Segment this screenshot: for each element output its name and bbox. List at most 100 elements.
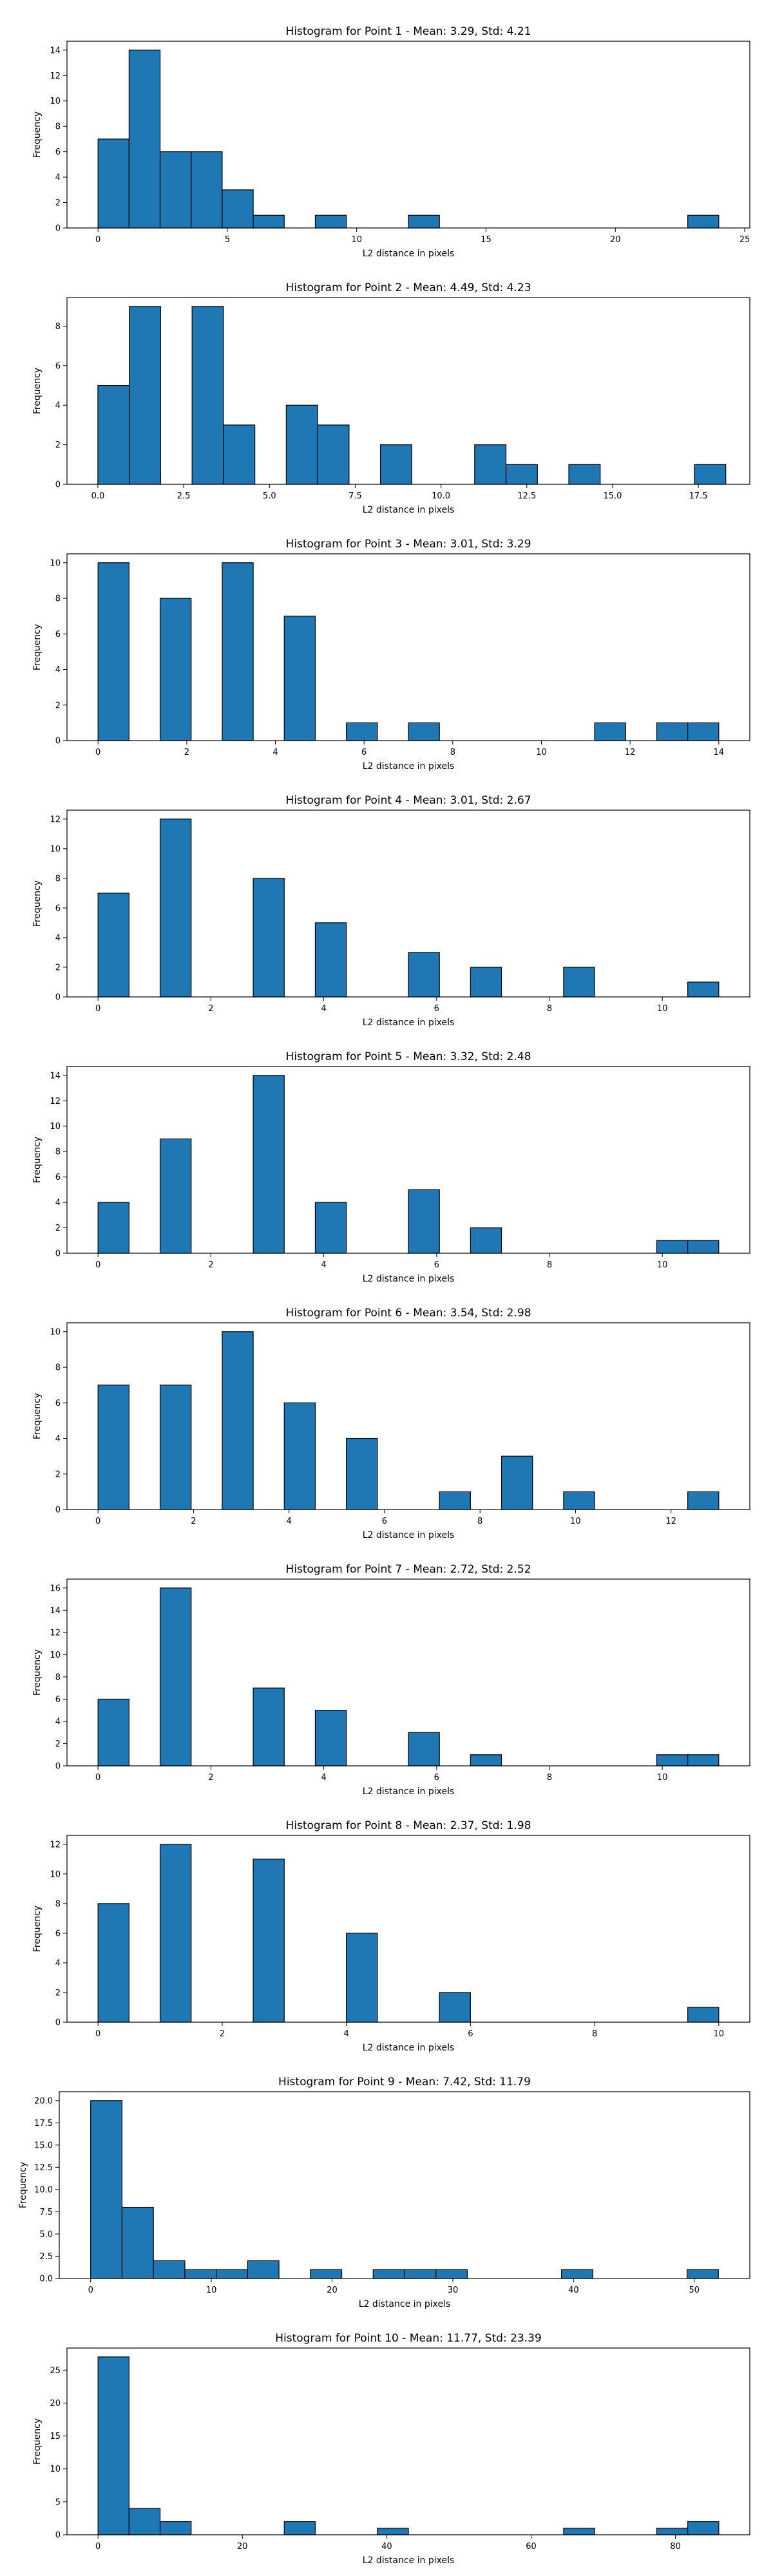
histogram-bar-1 (97, 1698, 129, 1766)
bars (97, 306, 727, 485)
y-tick-label: 2 (55, 440, 61, 450)
x-tick-label: 80 (670, 2542, 681, 2552)
x-tick-label: 60 (526, 2542, 537, 2552)
x-tick-label: 15 (481, 235, 491, 245)
x-tick-label: 2 (184, 748, 189, 757)
y-axis-label: Frequency (32, 1649, 43, 1696)
x-tick-label: 0 (95, 1773, 100, 1783)
x-tick-label: 0 (95, 235, 100, 245)
x-tick-label: 20 (237, 2542, 248, 2552)
histogram-bar-3 (159, 2521, 192, 2535)
x-tick-label: 40 (568, 2286, 579, 2295)
histogram-bar-6 (253, 214, 285, 229)
y-tick-label: 25 (50, 2366, 61, 2376)
y-tick-label: 0 (55, 2018, 61, 2028)
histogram-panel-7: Histogram for Point 7 - Mean: 2.72, Std:… (32, 1563, 750, 1797)
histogram-bar-5 (223, 424, 256, 485)
y-tick-label: 14 (50, 1071, 61, 1081)
bars (90, 2100, 719, 2279)
x-tick-label: 7.5 (348, 491, 362, 501)
histogram-bar-16 (563, 2528, 595, 2535)
histogram-bar-19 (656, 1240, 689, 1254)
x-tick-label: 20 (610, 235, 621, 245)
histogram-bar-13 (470, 1754, 502, 1766)
x-tick-label: 6 (434, 1260, 439, 1270)
histogram-panel-6: Histogram for Point 6 - Mean: 3.54, Std:… (32, 1307, 750, 1540)
histogram-bar-9 (346, 722, 378, 741)
x-tick-label: 40 (381, 2542, 392, 2552)
x-tick-label: 17.5 (689, 491, 708, 501)
chart-title: Histogram for Point 5 - Mean: 3.32, Std:… (285, 1050, 531, 1063)
y-tick-label: 8 (55, 1363, 61, 1373)
x-tick-label: 4 (321, 1260, 326, 1270)
histogram-bar-8 (314, 1710, 347, 1766)
y-tick-label: 15 (50, 2432, 61, 2441)
histogram-bar-10 (379, 444, 412, 485)
x-tick-label: 0 (95, 1004, 100, 1014)
histogram-bar-1 (97, 1202, 129, 1254)
y-tick-label: 12.5 (34, 2163, 53, 2173)
x-axis-label: L2 distance in pixels (363, 2043, 455, 2053)
y-tick-label: 6 (55, 147, 61, 157)
histogram-panel-2: Histogram for Point 2 - Mean: 4.49, Std:… (32, 281, 750, 515)
y-tick-label: 14 (50, 1606, 61, 1616)
bars (97, 1075, 720, 1254)
y-tick-label: 8 (55, 594, 61, 604)
histogram-bar-20 (686, 2269, 719, 2279)
histogram-bar-12 (435, 2269, 468, 2279)
x-tick-label: 0 (95, 748, 100, 757)
histogram-bar-20 (687, 1491, 720, 1510)
y-tick-label: 10 (50, 844, 61, 854)
x-tick-label: 15.0 (603, 491, 622, 501)
y-tick-label: 15.0 (34, 2141, 53, 2150)
histogram-bar-3 (159, 598, 192, 741)
x-tick-label: 25 (740, 235, 750, 245)
histogram-bar-10 (372, 2269, 405, 2279)
x-tick-label: 10 (657, 1260, 668, 1270)
histogram-bar-19 (656, 1754, 689, 1766)
x-axis-label: L2 distance in pixels (363, 1274, 455, 1284)
x-tick-label: 8 (450, 748, 455, 757)
histogram-bar-3 (153, 2260, 186, 2279)
x-tick-label: 4 (343, 2029, 348, 2039)
histogram-bar-4 (191, 306, 224, 485)
y-tick-label: 2 (55, 1739, 61, 1749)
y-tick-label: 4 (55, 1717, 61, 1727)
y-tick-label: 8 (55, 122, 61, 132)
x-axis-label: L2 distance in pixels (359, 2299, 451, 2309)
x-tick-label: 10 (657, 1004, 668, 1014)
histogram-bar-5 (222, 1331, 254, 1510)
y-tick-label: 6 (55, 1173, 61, 1182)
histogram-bar-11 (404, 2269, 437, 2279)
y-tick-label: 2 (55, 963, 61, 972)
y-tick-label: 0 (55, 480, 61, 490)
x-tick-label: 12.5 (517, 491, 536, 501)
y-tick-label: 8 (55, 1148, 61, 1157)
chart-title: Histogram for Point 7 - Mean: 2.72, Std:… (285, 1563, 531, 1576)
histogram-bar-16 (561, 2269, 593, 2279)
x-tick-label: 10 (351, 235, 362, 245)
y-tick-label: 0 (55, 993, 61, 1003)
y-tick-label: 2 (55, 198, 61, 208)
y-tick-label: 20.0 (34, 2096, 53, 2106)
y-tick-label: 4 (55, 1958, 61, 1968)
histogram-bar-6 (253, 1075, 285, 1254)
bars (97, 819, 720, 998)
axes-frame (66, 1835, 750, 2023)
histogram-bar-1 (90, 2100, 123, 2279)
y-tick-label: 6 (55, 1399, 61, 1408)
histogram-panel-8: Histogram for Point 8 - Mean: 2.37, Std:… (32, 1819, 750, 2053)
y-tick-label: 16 (50, 1584, 61, 1593)
y-tick-label: 4 (55, 1434, 61, 1444)
x-tick-label: 10 (570, 1517, 581, 1526)
axes-frame (66, 1578, 750, 1766)
histogram-bar-1 (97, 893, 129, 998)
y-tick-label: 0 (55, 224, 61, 234)
chart-title: Histogram for Point 1 - Mean: 3.29, Std:… (285, 25, 531, 38)
histogram-bar-13 (474, 444, 507, 485)
y-tick-label: 2 (55, 1470, 61, 1479)
histogram-bar-20 (694, 464, 727, 485)
x-tick-label: 10 (657, 1773, 668, 1783)
histogram-bar-11 (408, 214, 440, 229)
y-tick-label: 0 (55, 1249, 61, 1259)
